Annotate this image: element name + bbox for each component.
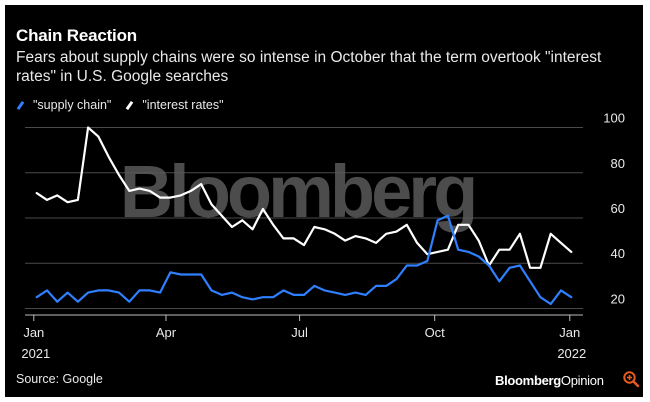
x-tick-sublabel: 2022 bbox=[557, 346, 586, 361]
brand-logo-bold: Bloomberg bbox=[495, 373, 561, 388]
x-tick-sublabel: 2021 bbox=[21, 346, 50, 361]
legend-label-supply-chain: "supply chain" bbox=[33, 98, 112, 112]
chart-title: Chain Reaction bbox=[16, 26, 137, 45]
x-tick-label: Jan bbox=[559, 325, 580, 340]
y-tick-label: 80 bbox=[611, 156, 625, 171]
series-line-supply-chain bbox=[35, 214, 573, 306]
x-tick-label: Oct bbox=[425, 325, 446, 340]
series-line-interest-rates bbox=[35, 126, 573, 269]
brand-logo-rest: Opinion bbox=[560, 373, 604, 388]
x-tick-label: Jan bbox=[23, 325, 44, 340]
legend-item-supply-chain: "supply chain" bbox=[16, 98, 111, 112]
x-tick-label: Apr bbox=[156, 325, 177, 340]
legend-label-interest-rates: "interest rates" bbox=[142, 98, 224, 112]
y-tick-label: 100 bbox=[603, 111, 625, 126]
source-note: Source: Google bbox=[16, 372, 103, 386]
line-chart: 20 40 60 80 100 Bloomberg Jan 2021 Apr Jul Oct Jan 2… bbox=[21, 111, 625, 361]
legend-item-interest-rates: "interest rates" bbox=[125, 98, 224, 112]
chart-subtitle: Fears about supply chains were so intens… bbox=[16, 49, 602, 85]
chart-card: Chain Reaction Fears about supply chains… bbox=[5, 5, 643, 397]
bloomberg-watermark: Bloomberg bbox=[120, 150, 475, 233]
chart-legend: "supply chain" "interest rates" bbox=[16, 98, 238, 112]
x-tick-label: Jul bbox=[291, 325, 308, 340]
y-tick-label: 60 bbox=[611, 201, 625, 216]
zoom-in-icon[interactable] bbox=[622, 370, 640, 388]
brand-logo: BloombergOpinion bbox=[495, 373, 604, 388]
y-tick-label: 40 bbox=[611, 246, 625, 261]
y-tick-label: 20 bbox=[611, 291, 625, 306]
